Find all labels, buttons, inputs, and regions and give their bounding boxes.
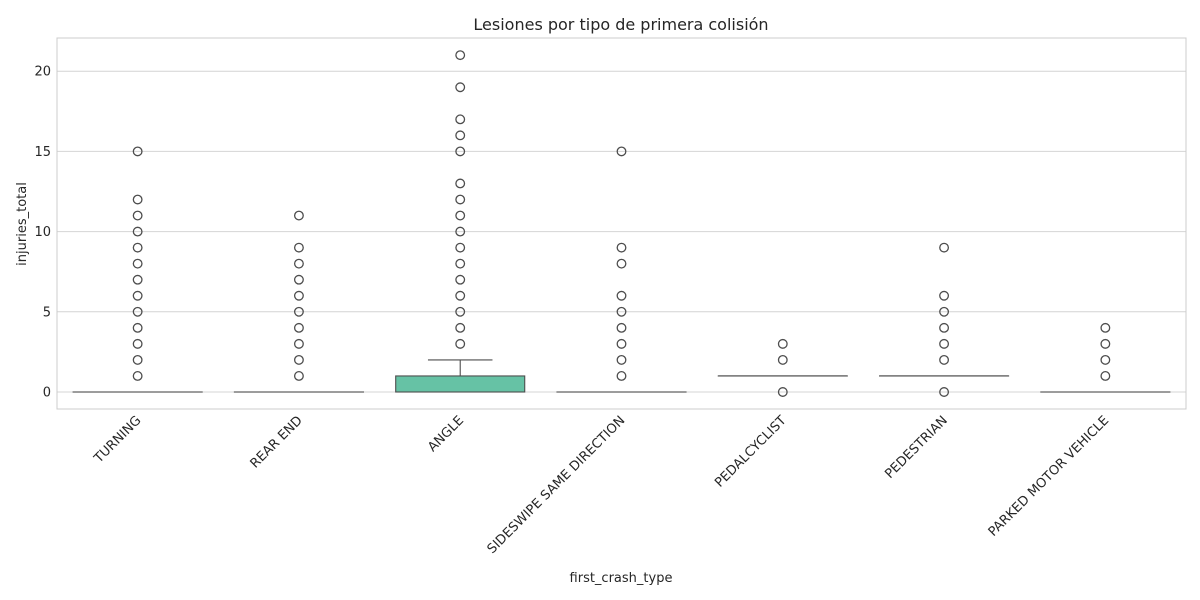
outlier-1-7 (293, 258, 304, 269)
x-tick-label-1: REAR END (248, 413, 306, 471)
outlier-2-9 (455, 194, 466, 205)
boxes (72, 50, 1171, 397)
outlier-0-0 (132, 371, 143, 381)
outlier-5-0 (939, 387, 950, 397)
outlier-2-8 (455, 210, 466, 221)
outlier-3-1 (616, 354, 627, 365)
outlier-0-6 (132, 274, 143, 285)
outlier-2-0 (455, 338, 466, 349)
outlier-3-0 (616, 371, 627, 381)
outlier-3-4 (616, 306, 627, 317)
x-axis-label: first_crash_type (570, 571, 673, 586)
outlier-1-6 (293, 274, 304, 285)
outlier-2-13 (455, 114, 466, 125)
outlier-2-5 (455, 258, 466, 269)
grid-lines (57, 70, 1186, 393)
outlier-0-10 (132, 210, 143, 221)
outlier-1-0 (293, 371, 304, 381)
x-axis-ticks: TURNING REAR END ANGLE SIDESWIPE SAME DIREC… (91, 413, 1112, 557)
box-group-2 (395, 50, 526, 393)
outlier-2-2 (455, 306, 466, 317)
y-tick-label-3: 15 (34, 145, 51, 160)
outlier-6-0 (1100, 371, 1111, 381)
outlier-5-2 (939, 338, 950, 349)
outlier-0-11 (132, 194, 143, 205)
outlier-2-3 (455, 290, 466, 301)
x-tick-label-2: ANGLE (425, 413, 467, 455)
y-tick-label-2: 10 (34, 225, 51, 240)
outlier-0-2 (132, 338, 143, 349)
outlier-2-6 (455, 242, 466, 253)
outlier-1-4 (293, 306, 304, 317)
outlier-1-1 (293, 354, 304, 365)
outlier-5-6 (939, 242, 950, 253)
outlier-5-4 (939, 306, 950, 317)
outlier-3-3 (616, 322, 627, 333)
outlier-5-5 (939, 290, 950, 301)
outlier-3-7 (616, 242, 627, 253)
box-group-1 (233, 210, 364, 393)
x-tick-label-3: SIDESWIPE SAME DIRECTION (485, 413, 629, 557)
outlier-2-14 (455, 82, 466, 93)
outlier-0-12 (132, 146, 143, 157)
outlier-6-1 (1100, 354, 1111, 365)
outlier-2-11 (455, 146, 466, 157)
x-tick-label-6: PARKED MOTOR VEHICLE (986, 413, 1112, 539)
y-tick-label-0: 0 (43, 386, 51, 401)
x-tick-label-0: TURNING (91, 413, 145, 467)
y-axis-ticks: 0 5 10 15 20 (34, 65, 51, 401)
outlier-2-15 (455, 50, 466, 61)
box-2 (395, 375, 526, 393)
outlier-2-1 (455, 322, 466, 333)
outlier-2-7 (455, 226, 466, 237)
outlier-0-3 (132, 322, 143, 333)
outlier-6-3 (1100, 322, 1111, 333)
box-group-5 (879, 242, 1010, 397)
outlier-1-8 (293, 242, 304, 253)
outlier-1-3 (293, 322, 304, 333)
y-tick-label-4: 20 (34, 65, 51, 80)
outlier-5-3 (939, 322, 950, 333)
x-tick-label-5: PEDESTRIAN (882, 413, 951, 482)
outlier-3-2 (616, 338, 627, 349)
outlier-0-1 (132, 354, 143, 365)
outlier-2-10 (455, 178, 466, 189)
outlier-1-5 (293, 290, 304, 301)
outlier-0-5 (132, 290, 143, 301)
outlier-0-7 (132, 258, 143, 269)
plot-frame (56, 37, 1187, 410)
outlier-6-2 (1100, 338, 1111, 349)
outlier-3-5 (616, 290, 627, 301)
outlier-4-1 (777, 354, 788, 365)
x-tick-label-4: PEDALCYCLIST (712, 413, 789, 490)
box-group-0 (72, 146, 203, 393)
box-group-6 (1040, 322, 1171, 393)
outlier-4-2 (777, 338, 788, 349)
outlier-0-9 (132, 226, 143, 237)
outlier-1-9 (293, 210, 304, 221)
outlier-0-4 (132, 306, 143, 317)
y-tick-label-1: 5 (43, 305, 51, 320)
outlier-0-8 (132, 242, 143, 253)
outlier-4-0 (777, 387, 788, 397)
outlier-3-8 (616, 146, 627, 157)
y-axis-label: injuries_total (15, 182, 30, 266)
box-group-3 (556, 146, 687, 393)
box-group-4 (717, 338, 848, 397)
outlier-2-4 (455, 274, 466, 285)
chart-title: Lesiones por tipo de primera colisión (473, 15, 768, 34)
outlier-1-2 (293, 338, 304, 349)
outlier-3-6 (616, 258, 627, 269)
outlier-2-12 (455, 130, 466, 141)
outlier-5-1 (939, 354, 950, 365)
